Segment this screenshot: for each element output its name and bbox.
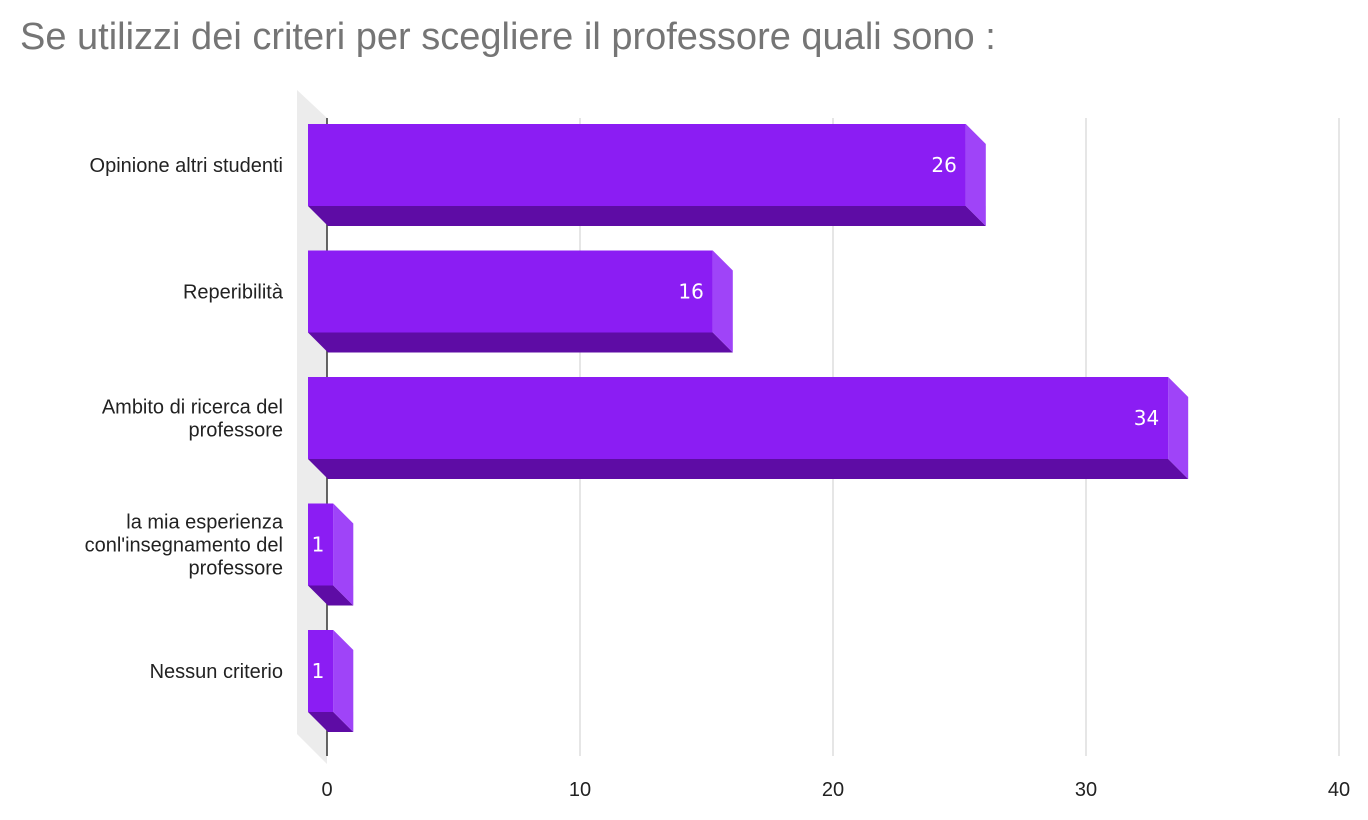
bar-side-face: [333, 630, 354, 732]
x-tick-label: 30: [1075, 779, 1097, 801]
bar-bottom-face: [308, 585, 354, 606]
data-label: 26: [931, 153, 956, 177]
bar-bottom-face: [308, 332, 733, 353]
bar-side-face: [965, 124, 986, 226]
bar-side-face: [712, 250, 733, 353]
bar-front-face: [308, 377, 1169, 459]
data-label: 1: [312, 659, 325, 683]
bar-side-face: [333, 503, 354, 606]
bar-front-face: [308, 630, 334, 712]
labels-layer: 0 10 20 30 40 26 Opinione altri studenti 16 Repe…: [85, 153, 1351, 801]
chart-title: Se utilizzi dei criteri per scegliere il…: [20, 16, 996, 58]
bar-front-face: [308, 503, 334, 586]
category-label: Reperibilità: [183, 282, 284, 304]
x-tick-label: 10: [569, 779, 591, 801]
bar-front-face: [308, 250, 713, 333]
bar: [308, 377, 1189, 479]
bar: [308, 124, 986, 226]
data-label: 16: [678, 280, 703, 304]
category-label: Opinione altri studenti: [90, 155, 283, 177]
category-label: Nessun criterio: [150, 661, 283, 683]
category-label: la mia esperienza conl'insegnamento del pr…: [85, 512, 284, 580]
x-tick-label: 0: [321, 779, 332, 801]
bar-bottom-face: [308, 459, 1189, 479]
bar-bottom-face: [308, 206, 986, 226]
data-label: 34: [1134, 406, 1159, 430]
x-tick-label: 20: [822, 779, 844, 801]
bar-bottom-face: [308, 712, 354, 732]
bars-layer: [308, 124, 1189, 732]
x-tick-label: 40: [1328, 779, 1350, 801]
data-label: 1: [312, 533, 325, 557]
bar-side-face: [1168, 377, 1189, 479]
category-label: Ambito di ricerca del professore: [102, 397, 283, 442]
bar: [308, 250, 733, 353]
bar: [308, 630, 354, 732]
bar-front-face: [308, 124, 966, 206]
bar: [308, 503, 354, 606]
